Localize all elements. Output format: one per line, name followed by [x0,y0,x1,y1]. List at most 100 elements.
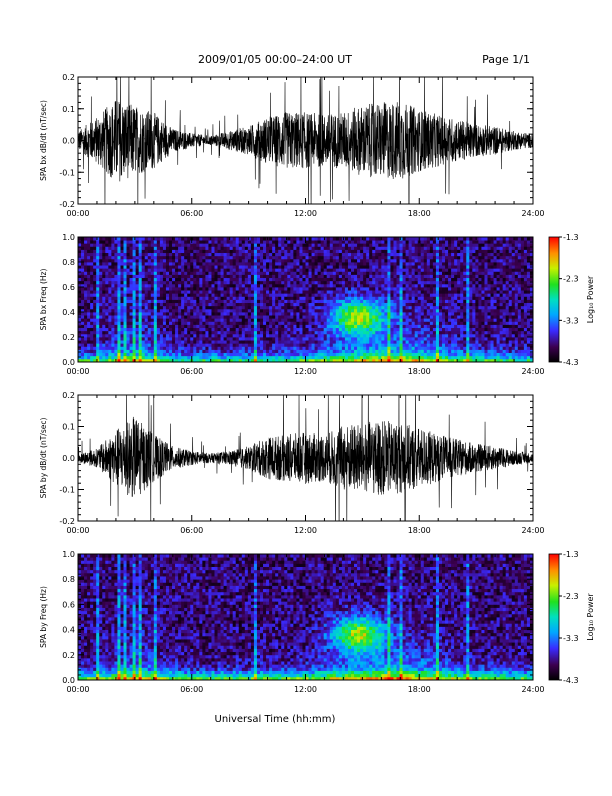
heatmap-cell [202,262,205,266]
heatmap-cell [208,253,211,257]
heatmap-cell [366,278,369,282]
heatmap-cell [120,281,123,285]
heatmap-cell [218,293,221,297]
heatmap-cell [248,284,251,288]
heatmap-cell [412,356,415,360]
heatmap-cell [211,293,214,297]
heatmap-cell [378,340,381,344]
heatmap-cell [263,312,266,316]
heatmap-cell [175,318,178,322]
heatmap-cell [193,334,196,338]
heatmap-cell [242,259,245,263]
heatmap-cell [412,293,415,297]
heatmap-cell [257,346,260,350]
heatmap-cell [278,250,281,254]
heatmap-cell [293,265,296,269]
heatmap-cell [187,315,190,319]
heatmap-cell [345,284,348,288]
heatmap-cell [148,321,151,325]
heatmap-cell [345,315,348,319]
heatmap-cell [224,309,227,313]
heatmap-cell [321,268,324,272]
heatmap-cell [169,268,172,272]
heatmap-cell [251,318,254,322]
heatmap-cell [166,243,169,247]
heatmap-cell [245,306,248,310]
heatmap-cell [278,309,281,313]
heatmap-cell [175,243,178,247]
heatmap-cell [157,253,160,257]
heatmap-cell [403,331,406,335]
heatmap-cell [327,346,330,350]
heatmap-cell [90,309,93,313]
heatmap-cell [172,346,175,350]
heatmap-cell [202,281,205,285]
heatmap-cell [163,243,166,247]
heatmap-cell [293,256,296,260]
heatmap-cell [369,340,372,344]
heatmap-cell [421,328,424,332]
heatmap-cell [400,271,403,275]
heatmap-cell [312,356,315,360]
heatmap-cell [87,315,90,319]
heatmap-cell [354,303,357,307]
heatmap-cell [78,256,81,260]
heatmap-cell [306,271,309,275]
heatmap-cell [436,306,439,310]
heatmap-cell [375,337,378,341]
heatmap-cell [427,331,430,335]
heatmap-cell [406,293,409,297]
heatmap-cell [357,293,360,297]
heatmap-cell [442,250,445,254]
heatmap-cell [196,321,199,325]
heatmap-cell [269,346,272,350]
heatmap-cell [111,293,114,297]
heatmap-cell [142,259,145,263]
heatmap-cell [418,312,421,316]
heatmap-cell [172,262,175,266]
heatmap-cell [354,309,357,313]
heatmap-cell [157,325,160,329]
heatmap-cell [99,328,102,332]
heatmap-cell [287,293,290,297]
heatmap-cell [321,321,324,325]
heatmap-cell [184,318,187,322]
heatmap-cell [257,350,260,354]
heatmap-cell [199,353,202,357]
heatmap-cell [287,240,290,244]
heatmap-cell [436,259,439,263]
heatmap-cell [90,262,93,266]
heatmap-cell [193,253,196,257]
heatmap-cell [321,293,324,297]
heatmap-cell [321,262,324,266]
heatmap-cell [142,293,145,297]
heatmap-cell [351,256,354,260]
heatmap-cell [299,278,302,282]
heatmap-cell [427,306,430,310]
heatmap-cell [133,306,136,310]
heatmap-cell [275,281,278,285]
heatmap-cell [202,240,205,244]
heatmap-cell [81,287,84,291]
heatmap-cell [169,278,172,282]
heatmap-cell [296,284,299,288]
heatmap-cell [169,334,172,338]
heatmap-cell [263,346,266,350]
heatmap-cell [327,356,330,360]
heatmap-cell [120,315,123,319]
heatmap-cell [105,315,108,319]
heatmap-cell [136,278,139,282]
heatmap-cell [190,346,193,350]
heatmap-cell [324,356,327,360]
heatmap-cell [287,253,290,257]
heatmap-cell [302,256,305,260]
heatmap-cell [208,287,211,291]
heatmap-cell [397,271,400,275]
heatmap-cell [327,265,330,269]
heatmap-cell [345,290,348,294]
heatmap-cell [296,290,299,294]
heatmap-cell [433,246,436,250]
heatmap-cell [260,278,263,282]
heatmap-cell [248,331,251,335]
heatmap-cell [336,315,339,319]
